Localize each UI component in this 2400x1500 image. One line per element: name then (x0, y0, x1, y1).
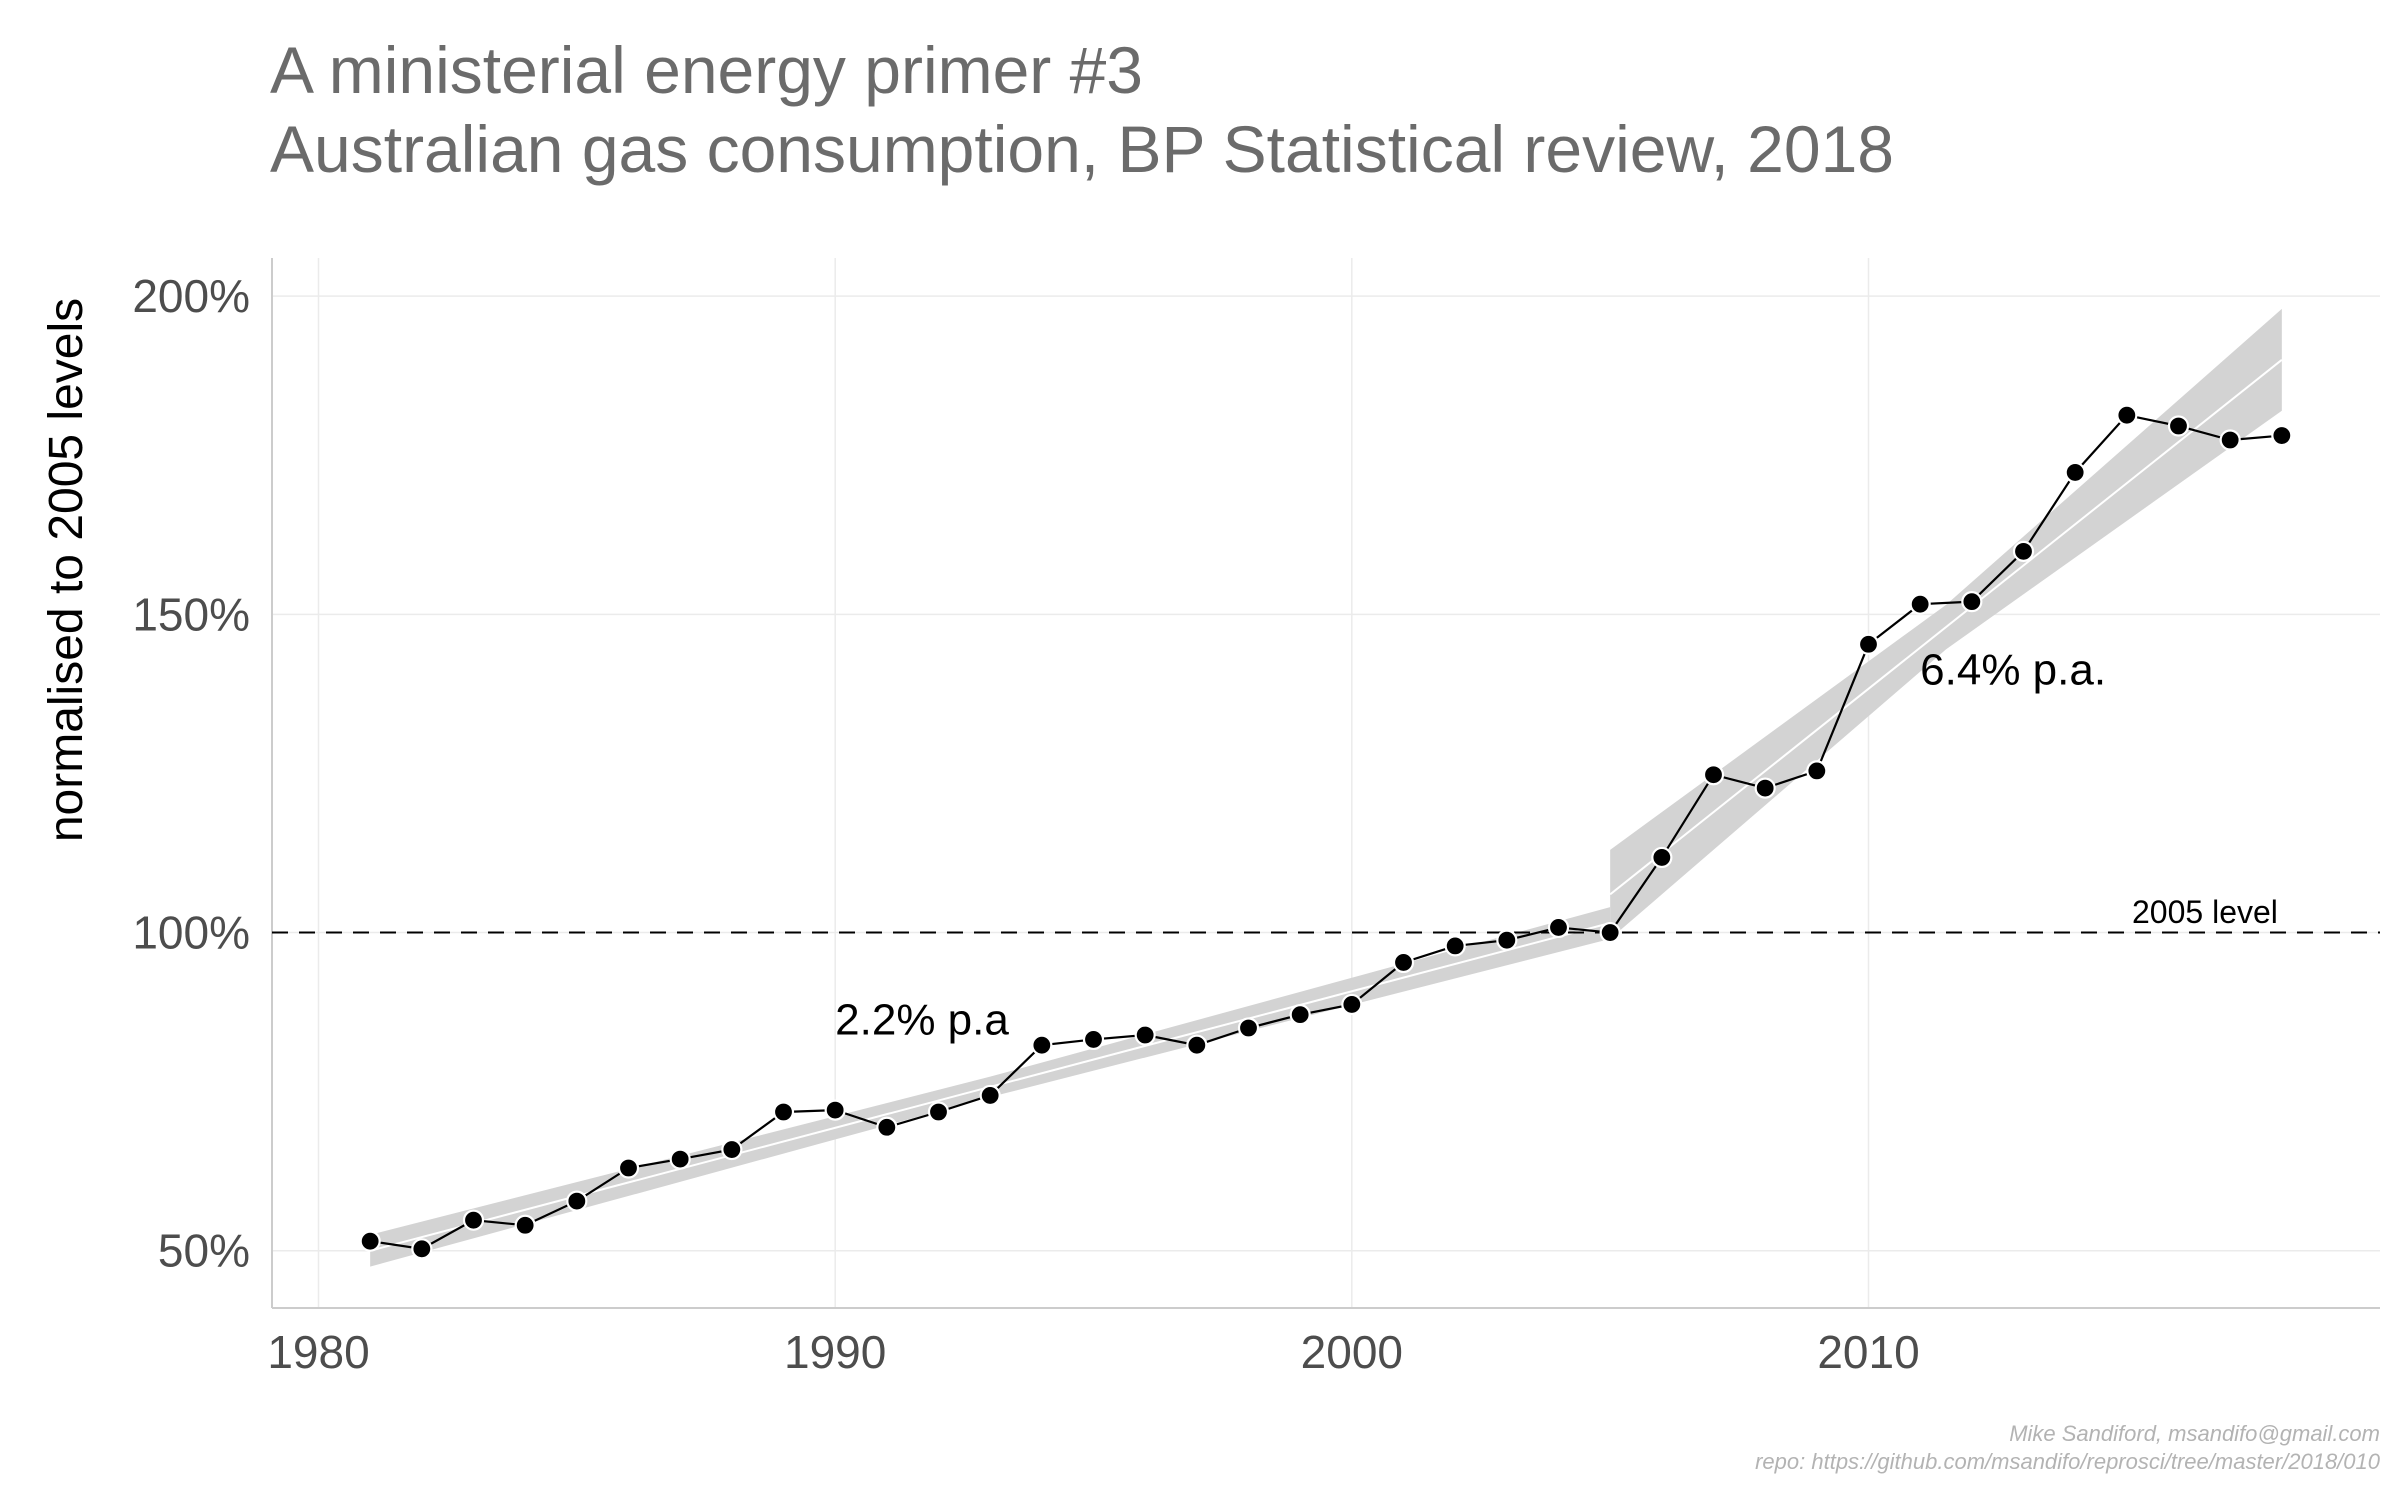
y-tick-label: 50% (158, 1225, 250, 1277)
data-point (1186, 1034, 1208, 1056)
data-point (1444, 935, 1466, 957)
data-point (927, 1101, 950, 1123)
data-point (514, 1214, 536, 1236)
series-line (370, 413, 2282, 1250)
chart-title: A ministerial energy primer #3 (270, 33, 1143, 107)
data-point (669, 1148, 691, 1170)
x-tick-label: 1990 (784, 1326, 886, 1378)
data-point (1857, 633, 1880, 655)
data-point (824, 1099, 846, 1121)
annotation: 2005 level (2132, 894, 2278, 930)
data-point (566, 1190, 588, 1212)
data-point (772, 1101, 795, 1123)
x-tick-label: 2010 (1817, 1326, 1919, 1378)
y-tick-label: 100% (132, 907, 250, 959)
caption-repo: repo: https://github.com/msandifo/repros… (1755, 1449, 2381, 1474)
data-point (2012, 540, 2035, 562)
data-point (1961, 591, 1983, 613)
y-axis-label: normalised to 2005 levels (40, 298, 93, 842)
y-tick-label: 200% (132, 270, 250, 322)
data-point (876, 1116, 898, 1138)
data-point (1237, 1017, 1260, 1039)
data-point (1547, 916, 1570, 939)
data-point (1651, 846, 1673, 869)
annotation: 6.4% p.a. (1920, 645, 2106, 694)
data-point (1754, 777, 1776, 799)
data-point (2116, 404, 2138, 426)
data-point (1496, 929, 1518, 951)
annotation: 2.2% p.a (835, 995, 1009, 1044)
caption-author: Mike Sandiford, msandifo@gmail.com (2009, 1421, 2380, 1446)
data-point (721, 1138, 743, 1161)
data-point (2064, 461, 2086, 484)
data-point (1031, 1034, 1053, 1056)
y-tick-label: 150% (132, 588, 250, 640)
data-point (1392, 951, 1415, 974)
plot-area: 2.2% p.a 6.4% p.a. 2005 level 50% 100% 150% 20… (132, 258, 2380, 1378)
data-point (1909, 593, 1931, 615)
data-point (2271, 424, 2293, 447)
data-point (411, 1238, 433, 1260)
data-point (1806, 760, 1828, 782)
trend-fit-line (1609, 359, 2283, 896)
trend-band (1610, 308, 2282, 939)
data-point (1702, 764, 1725, 786)
chart-subtitle: Australian gas consumption, BP Statistic… (270, 112, 1894, 186)
data-point (1082, 1028, 1105, 1051)
data-point (1599, 921, 1621, 944)
data-point (1289, 1004, 1311, 1026)
data-point (617, 1157, 640, 1179)
x-tick-label: 2000 (1301, 1326, 1403, 1378)
data-point (2167, 415, 2190, 437)
data-point (1134, 1024, 1156, 1046)
data-point (1341, 993, 1363, 1016)
data-point (979, 1084, 1001, 1107)
x-tick-label: 1980 (267, 1326, 369, 1378)
data-point (462, 1209, 485, 1231)
data-point (2219, 429, 2241, 451)
data-point (359, 1230, 381, 1252)
